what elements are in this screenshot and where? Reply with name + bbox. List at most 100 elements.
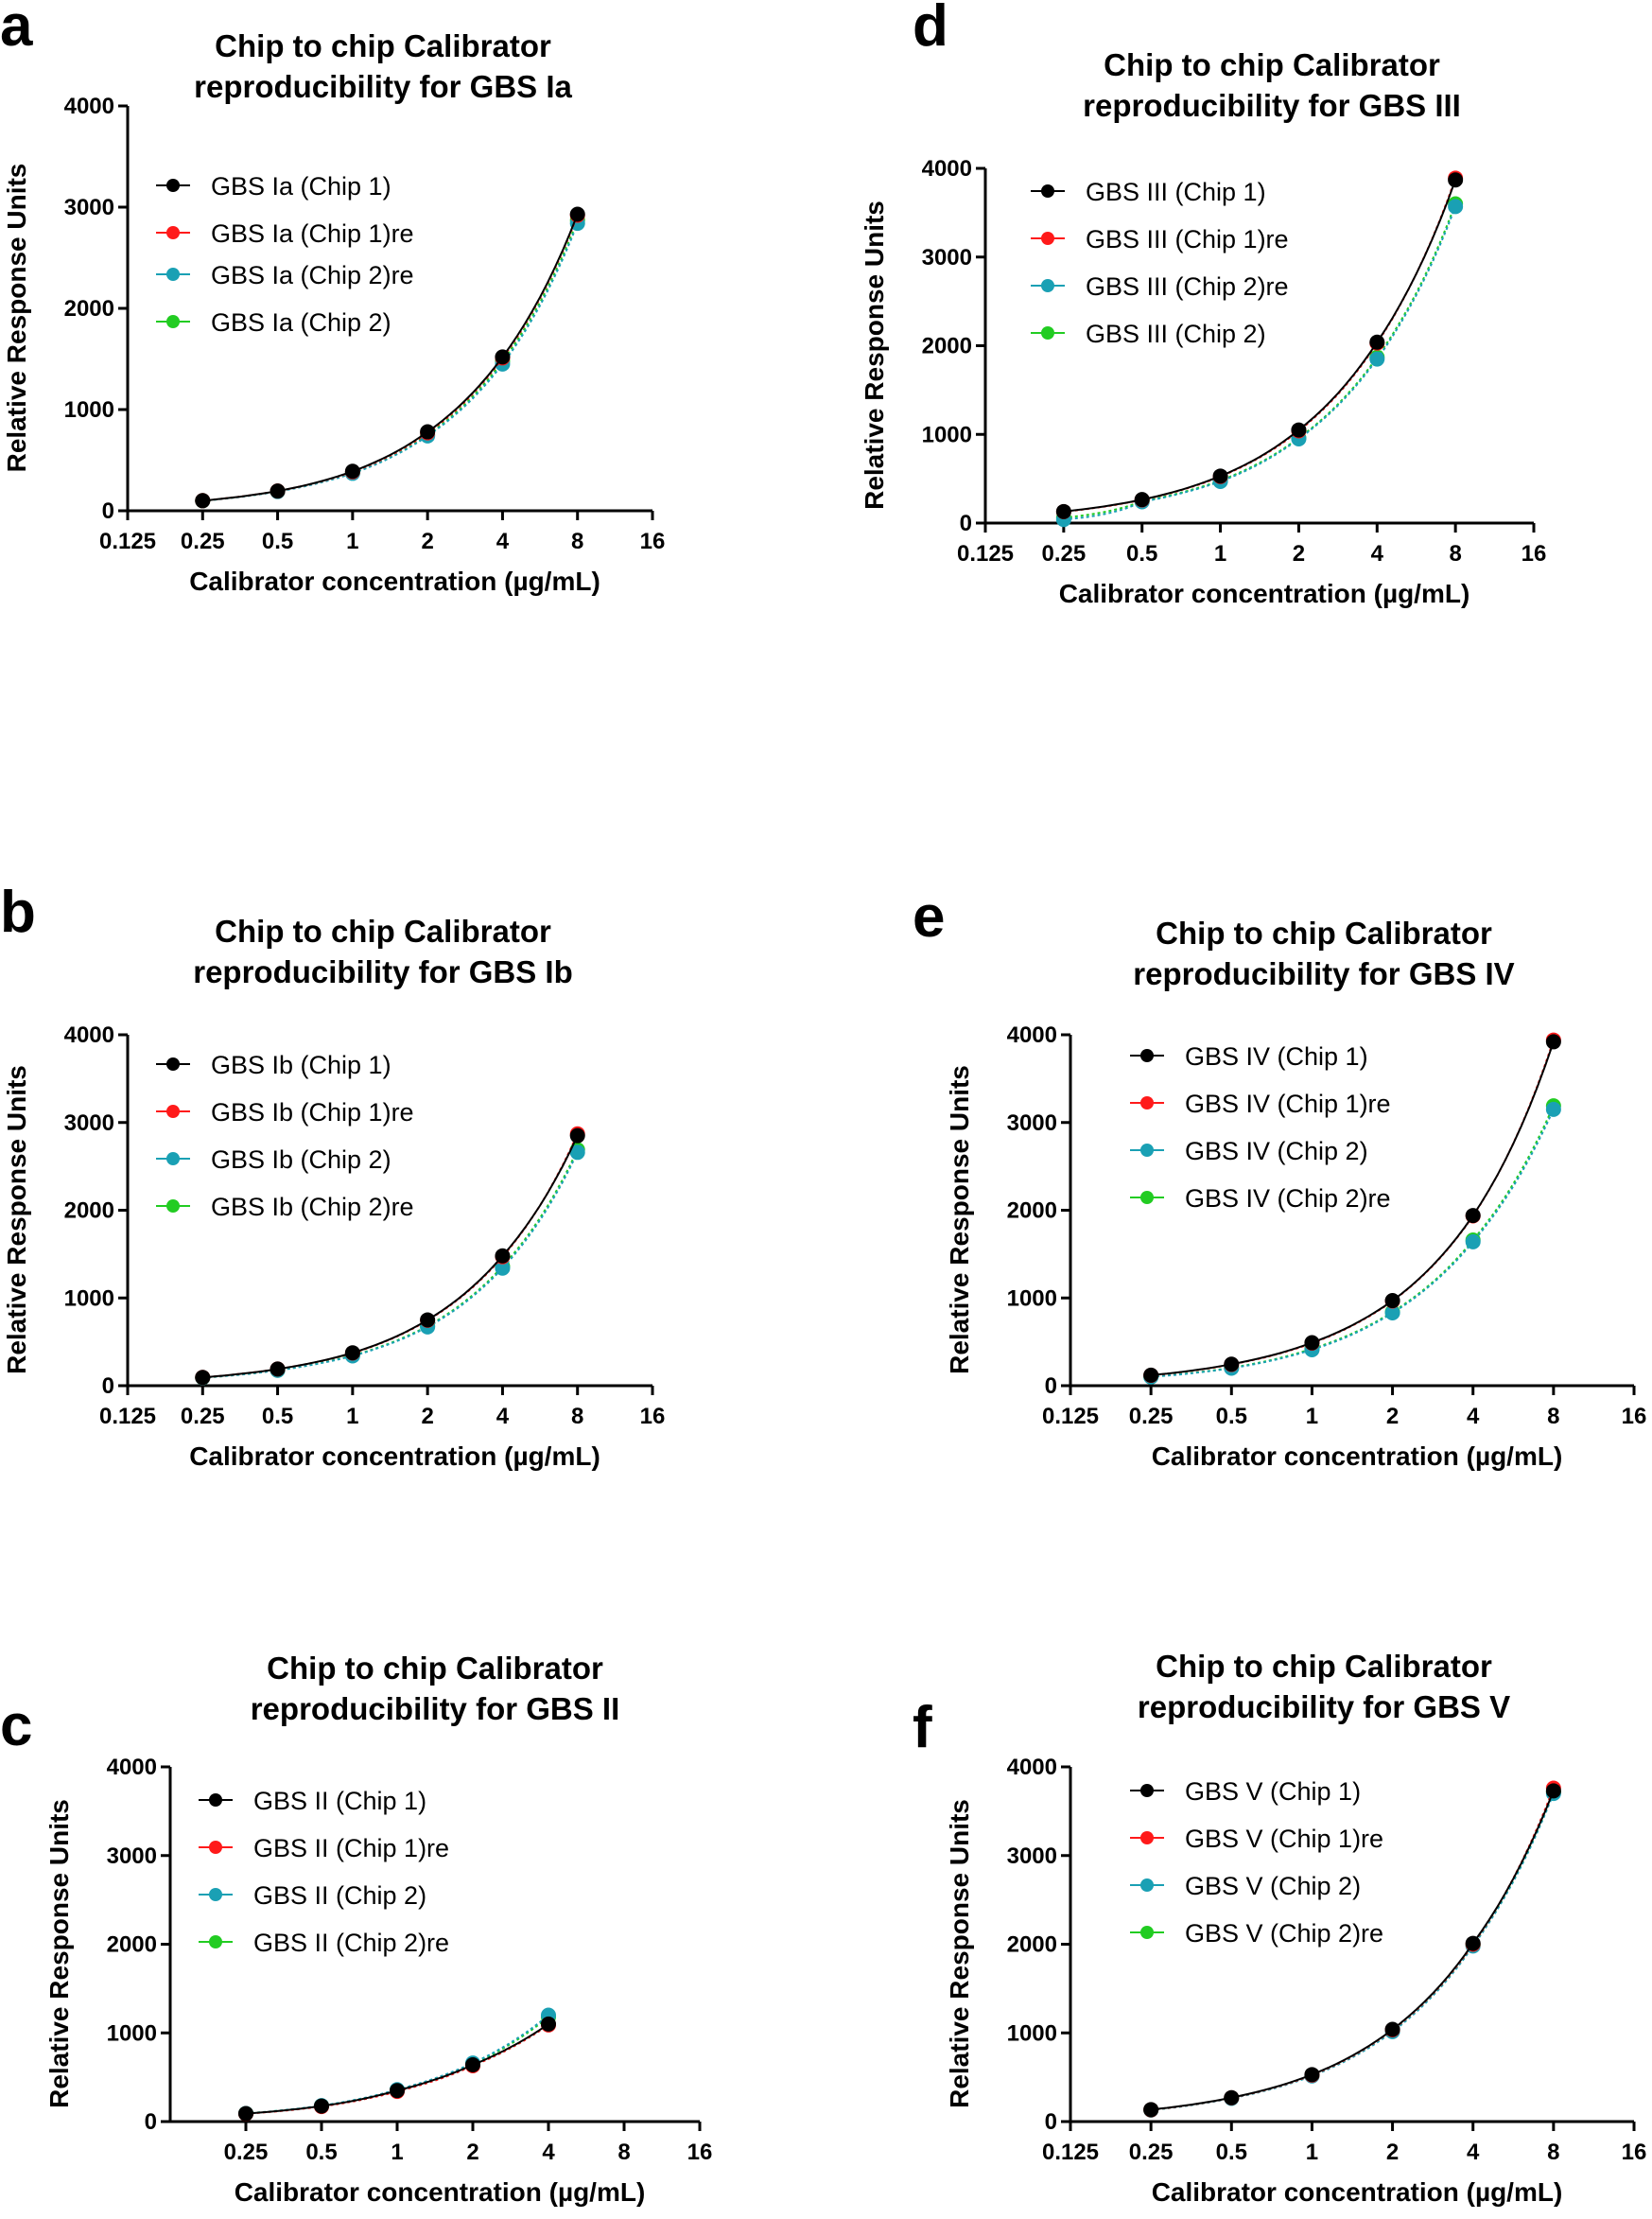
data-point xyxy=(344,1345,360,1361)
chart-title-line: reproducibility for GBS II xyxy=(251,1691,620,1726)
legend-label: GBS III (Chip 2)re xyxy=(1086,272,1289,301)
x-axis-label: Calibrator concentration (µg/mL) xyxy=(235,2177,646,2207)
x-tick-label: 2 xyxy=(1386,1404,1399,1429)
x-tick-label: 0.125 xyxy=(1042,2140,1099,2165)
legend-label: GBS Ia (Chip 1) xyxy=(211,172,391,201)
y-tick-label: 0 xyxy=(1045,2109,1057,2135)
legend-marker xyxy=(209,1935,222,1948)
data-point xyxy=(195,493,211,509)
x-tick-label: 4 xyxy=(1467,1404,1480,1429)
legend-label: GBS IV (Chip 2)re xyxy=(1185,1184,1391,1213)
data-point xyxy=(1465,1935,1481,1951)
data-point xyxy=(195,1370,211,1386)
x-tick-label: 8 xyxy=(1547,1404,1559,1429)
legend-marker xyxy=(166,226,180,239)
y-axis-label: Relative Response Units xyxy=(2,164,31,473)
panel-a: a Chip to chip Calibrator reproducibility … xyxy=(0,0,665,596)
data-point xyxy=(569,1127,585,1144)
y-tick-label: 1000 xyxy=(1007,2020,1057,2046)
y-tick-label: 3000 xyxy=(1007,1110,1057,1136)
y-tick-label: 2000 xyxy=(64,1198,114,1224)
y-tick-label: 1000 xyxy=(64,1285,114,1311)
legend-label: GBS Ia (Chip 1)re xyxy=(211,219,414,248)
x-axis-label: Calibrator concentration (µg/mL) xyxy=(189,1441,600,1471)
x-tick-label: 0.5 xyxy=(1126,541,1157,567)
chart-title-line: Chip to chip Calibrator xyxy=(1104,47,1440,82)
y-tick-label: 0 xyxy=(102,1373,114,1399)
legend-marker xyxy=(166,1152,180,1165)
x-tick-label: 4 xyxy=(496,1404,510,1429)
y-tick-label: 4000 xyxy=(922,156,972,182)
chart-title-line: reproducibility for GBS III xyxy=(1083,88,1461,123)
y-tick-label: 0 xyxy=(145,2109,157,2135)
x-tick-label: 4 xyxy=(542,2140,555,2165)
y-tick-label: 1000 xyxy=(922,422,972,447)
y-tick-label: 3000 xyxy=(1007,1843,1057,1869)
legend-label: GBS II (Chip 1) xyxy=(253,1787,426,1815)
x-tick-label: 1 xyxy=(1214,541,1226,567)
x-tick-label: 0.25 xyxy=(181,1404,225,1429)
legend-marker xyxy=(209,1888,222,1901)
y-tick-label: 3000 xyxy=(922,245,972,271)
chart-title-line: reproducibility for GBS IV xyxy=(1133,956,1514,991)
series-line xyxy=(202,1135,579,1379)
x-tick-label: 1 xyxy=(346,529,358,554)
chart-title-line: Chip to chip Calibrator xyxy=(215,28,551,63)
data-point xyxy=(1143,1367,1159,1383)
legend-marker xyxy=(1140,1784,1154,1797)
x-tick-label: 16 xyxy=(1622,2140,1647,2165)
x-tick-label: 0.5 xyxy=(1216,2140,1247,2165)
chart-title-line: reproducibility for GBS V xyxy=(1138,1689,1510,1724)
series-line xyxy=(245,2016,549,2115)
panel-letter: a xyxy=(0,0,33,59)
x-tick-label: 1 xyxy=(391,2140,403,2165)
y-tick-label: 2000 xyxy=(107,1932,157,1958)
x-axis-label: Calibrator concentration (µg/mL) xyxy=(1152,1441,1563,1471)
legend-marker xyxy=(1140,1096,1154,1110)
series-line xyxy=(202,1149,579,1379)
data-point xyxy=(1134,492,1150,508)
data-point xyxy=(1304,1335,1320,1351)
y-tick-label: 3000 xyxy=(107,1843,157,1869)
series-line xyxy=(1150,1792,1555,2111)
chart-title-line: Chip to chip Calibrator xyxy=(1156,1649,1492,1684)
y-axis-label: Relative Response Units xyxy=(945,1065,974,1374)
legend-label: GBS V (Chip 2)re xyxy=(1185,1919,1383,1948)
x-tick-label: 8 xyxy=(571,529,583,554)
legend-marker xyxy=(209,1793,222,1807)
data-point xyxy=(569,206,585,222)
x-tick-label: 2 xyxy=(1293,541,1305,567)
legend-label: GBS II (Chip 2) xyxy=(253,1881,426,1910)
data-point xyxy=(1545,1783,1561,1799)
legend-marker xyxy=(1140,1191,1154,1204)
x-tick-label: 0.25 xyxy=(1041,541,1086,567)
chart-title-line: Chip to chip Calibrator xyxy=(267,1651,603,1686)
y-tick-label: 2000 xyxy=(64,296,114,322)
x-axis-label: Calibrator concentration (µg/mL) xyxy=(1059,579,1470,608)
y-tick-label: 4000 xyxy=(64,94,114,119)
y-tick-label: 0 xyxy=(960,511,972,536)
data-point xyxy=(1545,1101,1561,1117)
data-point xyxy=(495,1260,511,1276)
y-tick-label: 1000 xyxy=(107,2020,157,2046)
data-point xyxy=(569,1144,585,1161)
series-line xyxy=(1063,179,1457,513)
legend-marker xyxy=(166,1057,180,1071)
x-tick-label: 0.125 xyxy=(1042,1404,1099,1429)
x-tick-label: 0.25 xyxy=(181,529,225,554)
x-tick-label: 0.5 xyxy=(1216,1404,1247,1429)
legend-label: GBS Ib (Chip 2)re xyxy=(211,1193,414,1221)
y-tick-label: 0 xyxy=(102,498,114,524)
panel-f: f Chip to chip Calibrator reproducibility … xyxy=(913,1649,1646,2207)
y-tick-label: 1000 xyxy=(1007,1285,1057,1311)
x-tick-label: 1 xyxy=(1306,2140,1318,2165)
x-tick-label: 0.125 xyxy=(99,529,156,554)
legend-label: GBS V (Chip 1)re xyxy=(1185,1825,1383,1853)
y-tick-label: 4000 xyxy=(1007,1022,1057,1048)
x-tick-label: 0.5 xyxy=(262,529,293,554)
y-tick-label: 2000 xyxy=(1007,1932,1057,1958)
y-axis-label: Relative Response Units xyxy=(44,1799,74,2108)
y-tick-label: 1000 xyxy=(64,397,114,423)
x-tick-label: 4 xyxy=(1371,541,1384,567)
